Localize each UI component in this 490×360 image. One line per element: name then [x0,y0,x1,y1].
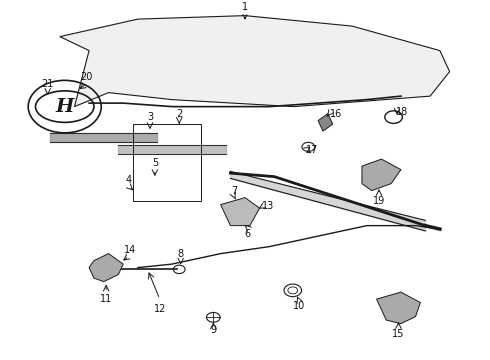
Text: 10: 10 [293,301,305,311]
Polygon shape [89,253,123,282]
Polygon shape [362,159,401,190]
Text: 14: 14 [124,246,137,255]
Text: 13: 13 [262,201,274,211]
Polygon shape [376,292,420,324]
Text: 11: 11 [100,294,112,304]
Text: H: H [55,98,74,116]
Text: 1: 1 [242,2,248,19]
Text: 3: 3 [147,112,153,122]
Polygon shape [318,114,333,131]
Polygon shape [220,198,260,226]
Text: 18: 18 [396,107,408,117]
Text: 4: 4 [126,175,132,185]
Text: 20: 20 [80,72,93,82]
Text: 2: 2 [176,109,182,119]
Text: 9: 9 [210,325,217,336]
Text: 17: 17 [306,145,318,156]
Text: 15: 15 [392,329,405,339]
Text: 8: 8 [177,249,184,259]
Text: 12: 12 [153,304,166,314]
Text: 7: 7 [231,186,238,196]
Text: 6: 6 [245,229,250,239]
Text: 5: 5 [152,158,158,168]
Text: 19: 19 [373,196,385,206]
Text: 16: 16 [330,109,343,118]
Text: 21: 21 [42,79,54,89]
Polygon shape [60,15,450,107]
